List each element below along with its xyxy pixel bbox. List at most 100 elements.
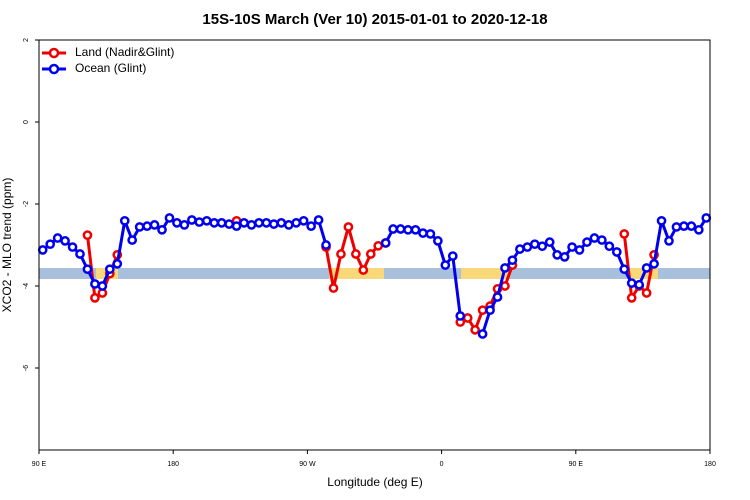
data-point	[500, 263, 510, 273]
data-point	[544, 237, 555, 247]
data-point	[701, 213, 712, 223]
data-point	[597, 235, 607, 245]
data-point	[462, 313, 473, 323]
data-point	[447, 251, 458, 261]
data-point	[365, 249, 376, 259]
data-point	[403, 224, 413, 235]
land-strip	[461, 268, 509, 279]
data-point	[604, 241, 615, 252]
x-axis-label: Longitude (deg E)	[327, 475, 422, 489]
data-point	[328, 283, 339, 293]
data-point	[373, 240, 384, 251]
data-point	[649, 259, 659, 269]
data-point	[574, 245, 585, 255]
data-point	[254, 218, 264, 228]
data-point	[298, 215, 309, 226]
data-point	[671, 222, 682, 232]
data-point	[104, 264, 115, 275]
data-point	[172, 218, 182, 228]
data-point	[515, 244, 525, 254]
data-point	[224, 219, 234, 229]
data-point	[134, 222, 145, 232]
data-point	[313, 215, 324, 225]
data-point	[485, 305, 495, 316]
data-point	[306, 221, 316, 231]
data-point	[358, 265, 369, 275]
y-tick-label: 0	[23, 120, 30, 124]
data-point	[343, 222, 354, 232]
data-point	[664, 236, 674, 246]
data-point	[37, 245, 48, 255]
data-point	[492, 292, 503, 302]
data-point	[641, 263, 652, 273]
data-point	[455, 311, 466, 321]
data-point	[388, 224, 398, 234]
data-point	[119, 215, 130, 226]
data-point	[582, 237, 592, 247]
data-point	[179, 220, 190, 230]
data-point	[619, 264, 630, 275]
data-point	[164, 213, 175, 223]
data-point	[75, 249, 85, 259]
data-point	[209, 218, 220, 228]
data-point	[201, 215, 212, 226]
data-point	[634, 279, 645, 290]
data-point	[283, 220, 294, 230]
data-point	[589, 233, 600, 243]
data-point	[67, 242, 78, 252]
surface-strip	[39, 268, 710, 279]
data-point	[559, 252, 570, 262]
data-point	[477, 329, 488, 339]
data-point	[693, 224, 704, 235]
y-axis-label: XCO2 - MLO trend (ppm)	[0, 178, 14, 313]
data-point	[433, 236, 443, 246]
data-point	[611, 247, 622, 257]
data-point	[395, 224, 406, 234]
x-tick-label: 90 E	[32, 461, 47, 468]
data-point	[157, 224, 167, 235]
data-point	[194, 217, 205, 227]
data-point	[351, 249, 361, 259]
data-point	[261, 218, 272, 228]
y-tick-label: -4	[23, 283, 30, 289]
data-point	[470, 325, 480, 335]
data-point	[52, 233, 63, 243]
data-point	[425, 229, 436, 239]
data-point	[410, 224, 421, 235]
data-point	[276, 218, 287, 228]
legend-marker	[48, 47, 60, 59]
data-point	[82, 230, 93, 241]
data-point	[45, 239, 56, 250]
data-point	[90, 293, 100, 303]
data-point	[60, 236, 70, 246]
y-tick-label: -6	[23, 365, 30, 371]
data-point	[127, 235, 138, 245]
data-point	[656, 215, 667, 226]
data-point	[246, 220, 257, 230]
land-strip	[329, 268, 384, 279]
data-point	[97, 281, 108, 291]
x-tick-label: 90 W	[299, 461, 316, 468]
x-tick-label: 180	[167, 461, 179, 468]
data-point	[619, 229, 630, 239]
legend-marker	[48, 63, 60, 75]
data-point	[321, 240, 331, 250]
data-point	[552, 249, 563, 260]
data-point	[626, 293, 637, 303]
data-point	[380, 238, 391, 248]
data-point	[239, 218, 249, 228]
x-tick-label: 0	[440, 461, 444, 468]
data-point	[626, 278, 637, 288]
data-point	[440, 260, 451, 270]
data-point	[269, 219, 279, 229]
data-point	[641, 288, 652, 298]
data-point	[90, 279, 100, 289]
y-tick-label: 2	[23, 38, 30, 42]
data-point	[82, 264, 93, 275]
chart-title: 15S-10S March (Ver 10) 2015-01-01 to 202…	[202, 11, 547, 28]
y-tick-label: -2	[23, 201, 30, 207]
data-point	[186, 215, 197, 225]
data-point	[522, 242, 533, 252]
x-tick-label: 90 E	[569, 461, 584, 468]
